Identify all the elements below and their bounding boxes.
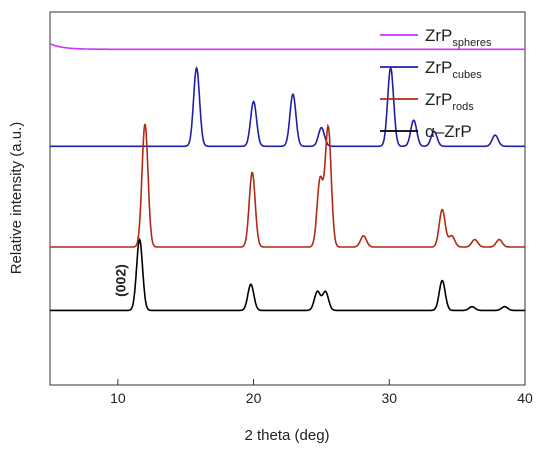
x-tick-label: 20: [246, 390, 262, 406]
trace-alpha-ZrP: [50, 237, 525, 312]
trace-ZrP_cubes: [50, 66, 525, 148]
x-tick-label: 40: [517, 390, 533, 406]
x-axis-label: 2 theta (deg): [244, 427, 329, 444]
legend-label-ZrP_spheres: ZrPspheres: [425, 26, 492, 49]
traces: [49, 42, 525, 312]
peak-annotation-002: (002): [113, 264, 129, 297]
legend: ZrPspheres ZrPcubes ZrProds α–ZrP: [380, 26, 492, 141]
x-tick-label: 10: [110, 390, 126, 406]
legend-label-ZrP_rods: ZrProds: [425, 90, 474, 113]
plot-frame: [49, 11, 526, 386]
x-tick-label: 30: [381, 390, 397, 406]
trace-ZrP_rods: [50, 123, 525, 248]
legend-label-ZrP_cubes: ZrPcubes: [425, 58, 482, 81]
y-axis-label: Relative intensity (a.u.): [8, 122, 25, 275]
x-axis-ticks: 10 20 30 40: [110, 379, 533, 406]
trace-ZrP_spheres: [49, 42, 525, 51]
legend-label-alpha-ZrP: α–ZrP: [425, 122, 472, 141]
